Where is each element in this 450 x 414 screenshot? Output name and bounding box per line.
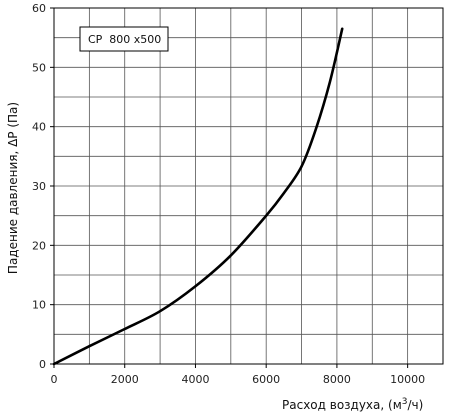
x-tick-label: 8000 xyxy=(323,373,351,386)
x-tick-label: 0 xyxy=(51,373,58,386)
x-tick-label: 6000 xyxy=(252,373,280,386)
y-tick-label: 0 xyxy=(39,358,46,371)
y-tick-label: 60 xyxy=(32,2,46,15)
x-axis-label-main: Расход воздуха, (м xyxy=(282,398,402,412)
y-tick-label: 40 xyxy=(32,121,46,134)
series-line xyxy=(52,27,344,366)
x-tick-label: 10000 xyxy=(390,373,425,386)
y-tick-label: 30 xyxy=(32,180,46,193)
y-axis-label: Падение давления, ΔP (Па) xyxy=(6,102,20,274)
grid xyxy=(54,8,443,364)
legend-box xyxy=(79,26,169,52)
series-layer xyxy=(52,27,344,366)
legend: CP 800 x500 xyxy=(79,26,169,52)
y-tick-label: 20 xyxy=(32,239,46,252)
legend-entry: CP 800 x500 xyxy=(88,33,161,46)
x-tick-label: 2000 xyxy=(111,373,139,386)
x-axis-label-superscript: 3 xyxy=(402,397,408,407)
y-tick-label: 50 xyxy=(32,61,46,74)
x-axis-label: Расход воздуха, (м3/ч) xyxy=(282,397,423,412)
y-tick-label: 10 xyxy=(32,299,46,312)
x-tick-label: 4000 xyxy=(181,373,209,386)
x-axis-label-end: /ч) xyxy=(408,398,424,412)
ticks: 0 2000 4000 6000 8000 10000 0 10 20 30 40 50 60 xyxy=(32,2,425,386)
